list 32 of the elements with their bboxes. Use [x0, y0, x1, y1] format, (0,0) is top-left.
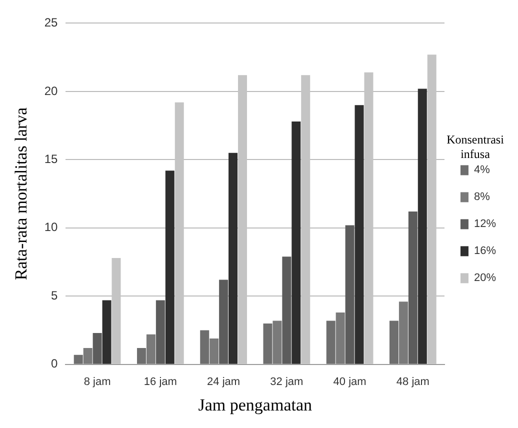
y-axis-title: Rata-rata mortalitas larva	[12, 106, 31, 280]
legend-label: 20%	[474, 272, 496, 284]
y-tick-label: 15	[44, 152, 58, 166]
x-tick-label: 32 jam	[270, 376, 304, 388]
bar	[92, 333, 102, 364]
bar	[282, 256, 292, 364]
x-tick-label: 16 jam	[144, 376, 177, 388]
x-tick-label: 40 jam	[333, 376, 366, 388]
y-tick-label: 20	[44, 84, 58, 98]
x-tick-label: 8 jam	[84, 376, 111, 388]
bar	[102, 300, 112, 364]
bar	[345, 225, 354, 364]
bar	[418, 88, 427, 364]
bar	[156, 300, 165, 364]
legend-label: 4%	[474, 164, 490, 176]
bar	[354, 105, 364, 364]
legend-label: 12%	[474, 218, 496, 230]
x-tick-label: 48 jam	[396, 376, 430, 388]
x-axis-title: Jam pengamatan	[198, 395, 312, 414]
x-tick-label: 24 jam	[207, 376, 240, 388]
bar	[228, 152, 238, 364]
legend-label: 16%	[474, 245, 496, 258]
legend-label: 8%	[474, 191, 490, 204]
y-tick-label: 0	[51, 356, 58, 371]
legend-title: Konsentrasi infusa	[446, 132, 505, 161]
bar	[219, 280, 228, 364]
y-tick-label: 10	[44, 220, 58, 234]
y-tick-label: 5	[51, 288, 58, 302]
bar	[165, 170, 174, 364]
y-tick-label: 25	[44, 16, 58, 30]
bar	[292, 121, 301, 364]
bar	[408, 212, 418, 364]
